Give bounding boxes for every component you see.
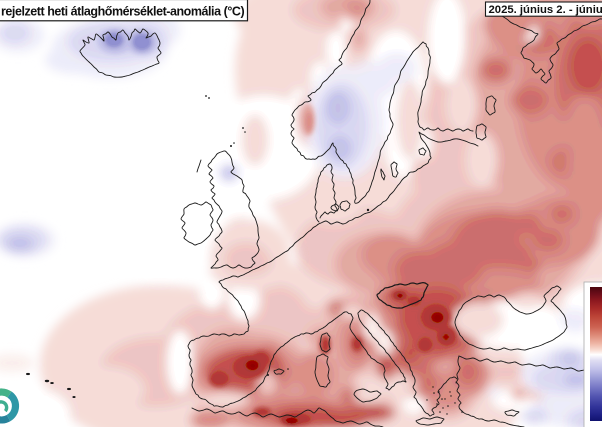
svg-text:2025. június 2. - június: 2025. június 2. - június (489, 4, 602, 16)
svg-text:rejelzett heti átlaghőmérsékle: rejelzett heti átlaghőmérséklet-anomália… (1, 5, 244, 19)
